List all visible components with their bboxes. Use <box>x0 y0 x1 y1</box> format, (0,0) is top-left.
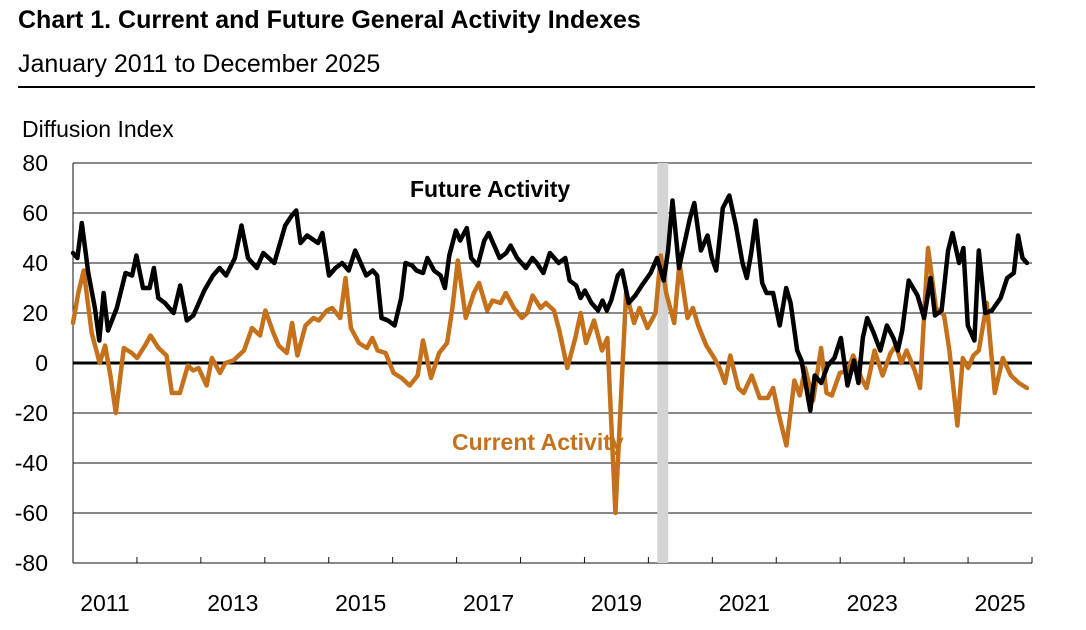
x-tick-label: 2025 <box>974 590 1025 616</box>
y-tick-label: 80 <box>22 150 48 176</box>
y-tick-label: -60 <box>15 500 48 526</box>
y-tick-label: 20 <box>22 300 48 326</box>
chart-title: Chart 1. Current and Future General Acti… <box>18 6 641 34</box>
future-activity-line <box>70 193 1030 413</box>
x-tick-label: 2013 <box>207 590 258 616</box>
x-tick-label: 2023 <box>847 590 898 616</box>
x-tick-label: 2019 <box>591 590 642 616</box>
x-tick-labels: 2011 2013 2015 2017 2019 2021 2023 2025 <box>72 557 1033 616</box>
y-tick-label: 40 <box>22 250 48 276</box>
current-activity-line <box>70 245 1030 516</box>
title-divider <box>18 86 1035 88</box>
future-activity-label: Future Activity <box>410 176 570 202</box>
x-tick-label: 2017 <box>463 590 514 616</box>
y-tick-label: -40 <box>15 450 48 476</box>
current-activity-label: Current Activity <box>452 429 624 455</box>
y-tick-label: 60 <box>22 200 48 226</box>
chart-subtitle: January 2011 to December 2025 <box>18 50 381 78</box>
y-axis-label: Diffusion Index <box>22 116 174 142</box>
y-tick-labels: 80 60 40 20 0 -20 -40 -60 -80 <box>15 150 48 576</box>
x-tick-label: 2015 <box>335 590 386 616</box>
x-tick-label: 2011 <box>80 590 129 616</box>
y-tick-label: -20 <box>15 400 48 426</box>
y-tick-label: 0 <box>35 350 48 376</box>
y-tick-label: -80 <box>15 550 48 576</box>
x-tick-label: 2021 <box>719 590 770 616</box>
